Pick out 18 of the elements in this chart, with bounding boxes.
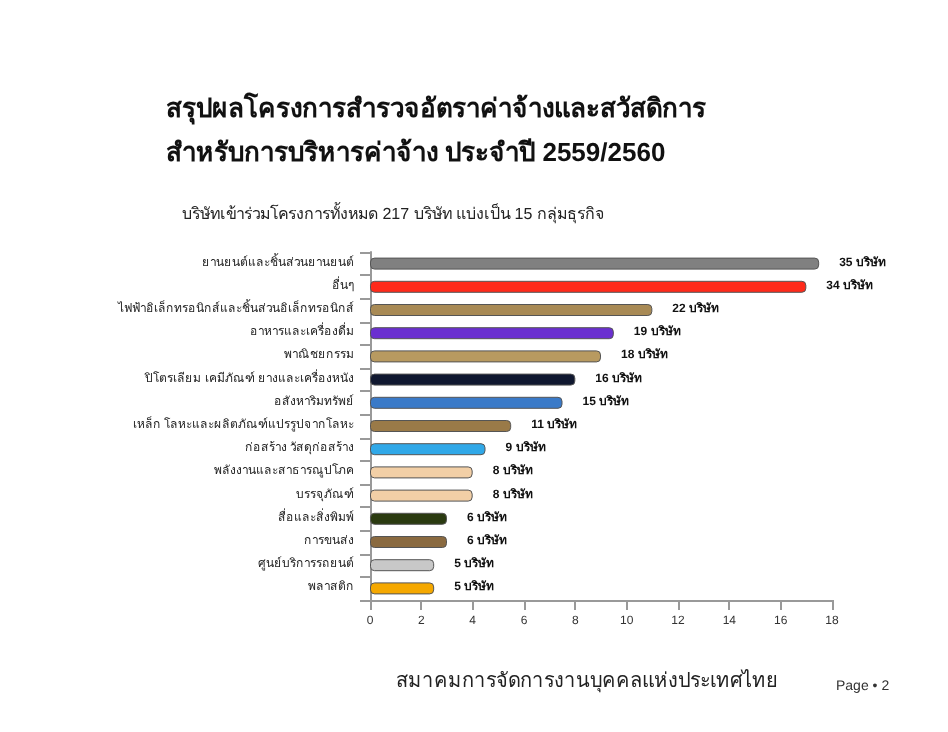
bar (370, 304, 653, 316)
bar (370, 536, 447, 548)
bar (370, 559, 435, 572)
bar (370, 327, 614, 340)
bar (370, 396, 563, 409)
chart-subtitle: บริษัทเข้าร่วมโครงการทั้งหมด 217 บริษัท แบ่งเป็น 15 กลุ่มธุรกิจ (182, 201, 605, 223)
bar (370, 350, 601, 363)
bar (370, 280, 807, 293)
bar (370, 582, 435, 595)
chart-title: สรุปผลโครงการสำรวจอัตราค่าจ้างและสวัสดิการ สำหรับการบริหารค่าจ้าง ประจำปี 2559/2560 (166, 91, 706, 167)
bar (370, 489, 473, 502)
bar (370, 512, 447, 525)
bar (370, 373, 576, 386)
bar (370, 257, 820, 270)
text: สมาคมการจัดการงานบุคคลแห่งประเทศไทย (396, 669, 778, 693)
bar (370, 420, 512, 432)
bar (370, 466, 473, 479)
bar (370, 443, 486, 456)
